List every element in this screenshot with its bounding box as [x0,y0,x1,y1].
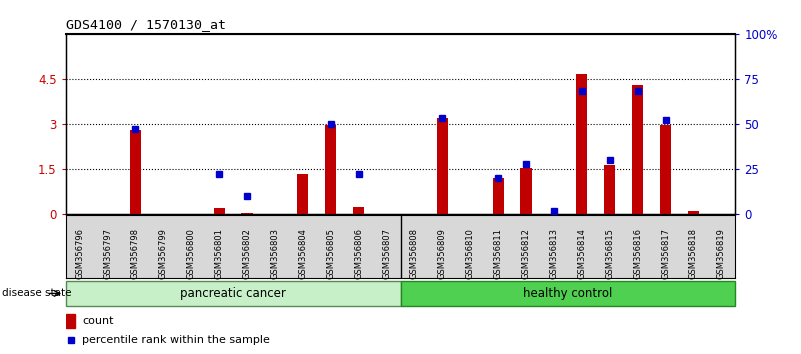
Text: healthy control: healthy control [523,287,613,300]
Text: GDS4100 / 1570130_at: GDS4100 / 1570130_at [66,18,226,31]
Text: pancreatic cancer: pancreatic cancer [180,287,286,300]
Text: count: count [83,316,114,326]
Bar [297,173,308,214]
Bar [604,165,615,214]
Bar [632,85,643,214]
Bar [325,125,336,214]
Bar [214,207,225,214]
Text: percentile rank within the sample: percentile rank within the sample [83,335,270,346]
Bar [493,178,504,214]
Bar [353,207,364,214]
Bar [437,118,448,214]
Bar [576,74,587,214]
Text: disease state: disease state [2,289,72,298]
Bar [130,130,141,214]
Bar [400,281,735,306]
Bar [688,211,699,214]
Bar [521,167,532,214]
Bar [241,213,252,214]
Bar [66,281,400,306]
Bar [660,125,671,214]
Bar [66,314,75,328]
